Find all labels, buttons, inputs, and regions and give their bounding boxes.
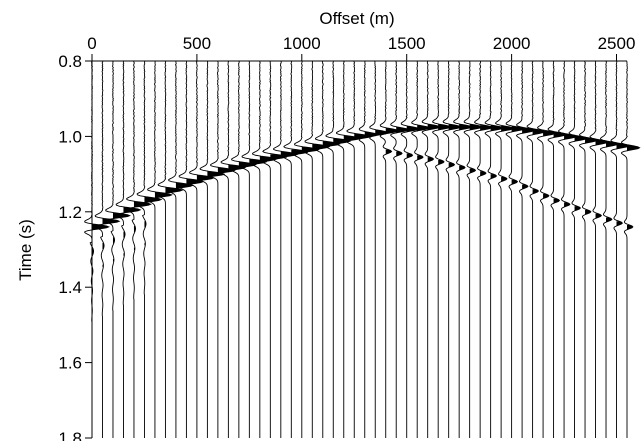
traces-group <box>84 60 641 438</box>
x-tick-label-500: 500 <box>183 34 211 53</box>
trace-fill-1850 <box>480 125 493 176</box>
trace-fill-150 <box>123 207 141 257</box>
trace-1700 <box>442 60 463 438</box>
trace-1750 <box>453 60 473 438</box>
y-ticks-group: 0.8 1.0 1.2 1.4 1.6 1.8 <box>58 52 92 446</box>
trace-2400 <box>589 60 610 438</box>
trace-2050 <box>515 60 535 438</box>
trace-1550 <box>411 60 431 438</box>
plot-frame <box>91 60 627 438</box>
trace-250 <box>136 60 163 438</box>
trace-fill-250 <box>144 196 162 246</box>
trace-2300 <box>568 60 589 438</box>
trace-fill-50 <box>102 218 120 268</box>
x-tick-label-2500: 2500 <box>598 34 636 53</box>
trace-100 <box>105 60 131 438</box>
trace-300 <box>147 60 173 438</box>
y-tick-label-1.8: 1.8 <box>58 429 82 441</box>
trace-2450 <box>600 60 620 438</box>
trace-fill-1650 <box>438 124 451 165</box>
trace-1000 <box>293 60 320 438</box>
trace-1200 <box>335 60 362 438</box>
trace-2100 <box>526 60 547 438</box>
trace-200 <box>126 60 152 438</box>
trace-2000 <box>505 60 526 438</box>
x-tick-label-2000: 2000 <box>493 34 531 53</box>
trace-2350 <box>579 60 599 438</box>
trace-400 <box>168 60 194 438</box>
x-ticks-group: 0 500 1000 1500 2000 2500 <box>87 34 635 61</box>
trace-350 <box>157 60 184 438</box>
trace-1050 <box>304 60 331 438</box>
trace-450 <box>178 60 205 438</box>
trace-fill-1800 <box>469 124 483 174</box>
trace-1350 <box>369 60 389 438</box>
trace-1150 <box>325 60 352 438</box>
trace-1450 <box>390 60 410 438</box>
trace-1250 <box>346 60 373 438</box>
y-tick-label-0.8: 0.8 <box>58 52 82 71</box>
x-tick-label-1500: 1500 <box>388 34 426 53</box>
trace-1100 <box>314 60 341 438</box>
trace-fill-200 <box>133 201 151 251</box>
trace-2200 <box>547 60 568 438</box>
trace-650 <box>220 60 247 438</box>
trace-0 <box>84 60 110 438</box>
trace-2250 <box>558 60 578 438</box>
x-tick-label-1000: 1000 <box>283 34 321 53</box>
trace-fill-1350 <box>375 129 388 137</box>
trace-150 <box>115 60 142 438</box>
trace-2500 <box>610 60 631 438</box>
trace-fill-1600 <box>427 124 441 162</box>
trace-500 <box>189 60 215 438</box>
trace-550 <box>199 60 226 438</box>
x-tick-label-0: 0 <box>87 34 96 53</box>
trace-1650 <box>432 60 452 438</box>
x-axis-label: Offset (m) <box>319 9 394 28</box>
y-tick-label-1.2: 1.2 <box>58 203 82 222</box>
trace-1600 <box>421 60 442 438</box>
trace-1500 <box>400 60 421 438</box>
trace-2550 <box>621 60 641 438</box>
trace-900 <box>273 60 299 438</box>
trace-fill-1750 <box>459 124 472 171</box>
trace-1850 <box>473 60 493 438</box>
trace-850 <box>262 60 287 438</box>
y-tick-label-1.6: 1.6 <box>58 354 82 373</box>
y-tick-label-1: 1.0 <box>58 127 82 146</box>
trace-1800 <box>463 60 484 438</box>
trace-950 <box>283 60 308 438</box>
trace-750 <box>241 60 268 438</box>
y-axis-label: Time (s) <box>16 219 35 281</box>
trace-1400 <box>379 60 400 438</box>
y-tick-label-1.4: 1.4 <box>58 278 82 297</box>
trace-fill-100 <box>112 212 130 262</box>
trace-1900 <box>484 60 505 438</box>
trace-800 <box>252 60 278 438</box>
trace-50 <box>94 60 121 438</box>
trace-fill-0 <box>92 224 109 274</box>
trace-600 <box>210 60 236 438</box>
trace-1300 <box>358 60 379 438</box>
trace-1950 <box>494 60 514 438</box>
trace-fill-1700 <box>448 124 462 168</box>
trace-fill-2550 <box>627 144 640 230</box>
trace-2150 <box>536 60 556 438</box>
trace-700 <box>231 60 257 438</box>
trace-fill-1900 <box>490 125 504 179</box>
trace-fill-1300 <box>364 131 378 139</box>
